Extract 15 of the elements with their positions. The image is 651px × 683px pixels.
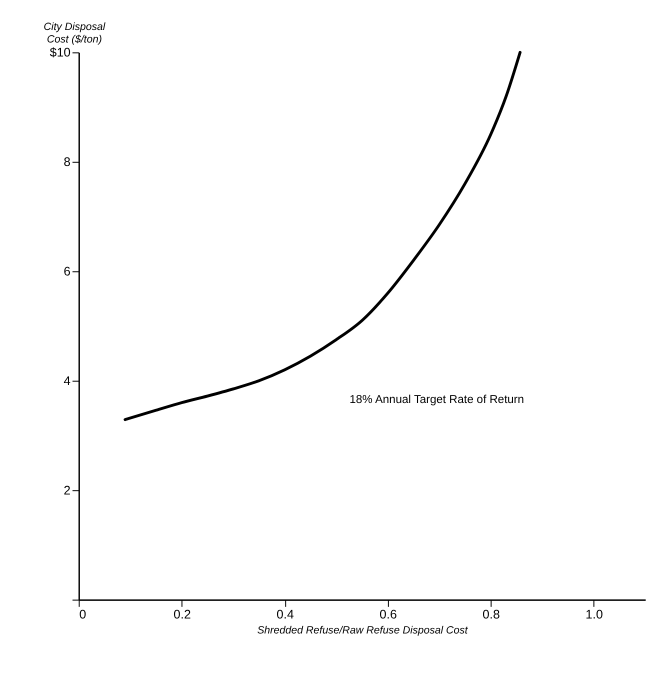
annotation: 18% Annual Target Rate of Return bbox=[349, 394, 524, 406]
y-tick-label: 4 bbox=[64, 374, 71, 388]
x-axis-title: Shredded Refuse/Raw Refuse Disposal Cost bbox=[257, 624, 469, 637]
x-tick-label: 0.8 bbox=[482, 607, 500, 622]
x-tick-label: 0.4 bbox=[276, 607, 294, 622]
y-tick-label: 2 bbox=[64, 484, 71, 498]
x-tick-label: 0.6 bbox=[380, 607, 397, 622]
line-series bbox=[124, 50, 522, 422]
x-tick-label: 1.0 bbox=[586, 607, 603, 622]
y-tick-label: $10 bbox=[50, 46, 71, 60]
x-tick-label: 0 bbox=[79, 607, 86, 622]
y-axis-title: City Disposal Cost ($/ton) bbox=[44, 20, 106, 46]
y-tick-label: 6 bbox=[64, 264, 71, 279]
x-tick-label: 0.2 bbox=[174, 607, 191, 622]
y-tick-label: 8 bbox=[64, 155, 71, 170]
